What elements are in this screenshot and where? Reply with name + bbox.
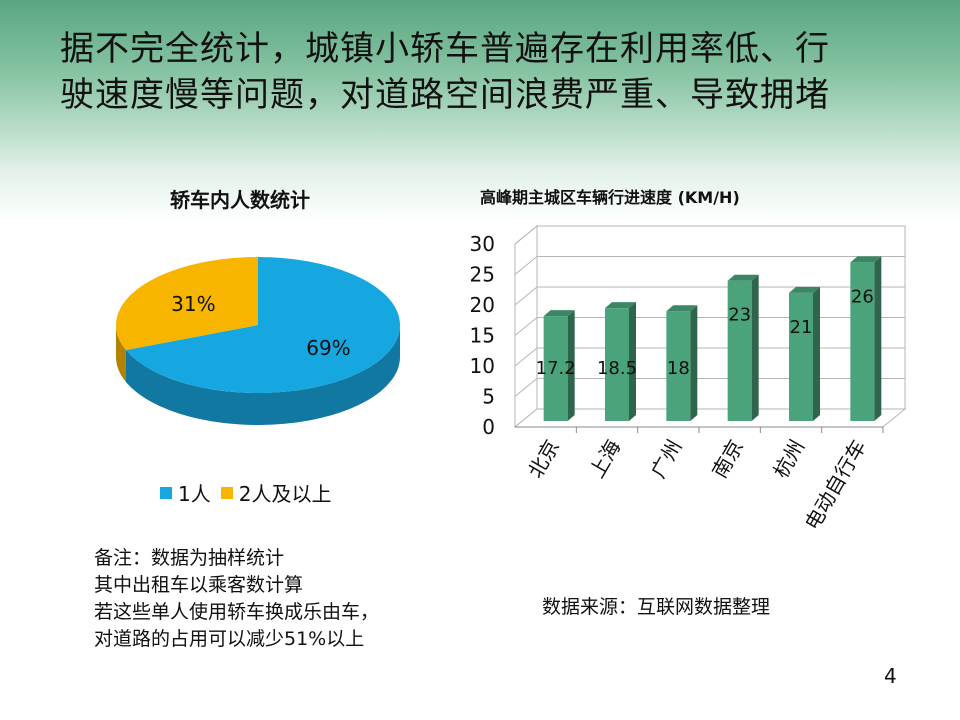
gridline-20 [514,286,905,306]
bar-5 [789,292,813,421]
y-tick-label-20: 20 [470,293,495,317]
bar-side-5 [813,286,820,421]
gridline-30 [514,225,905,245]
note-line-1: 备注：数据为抽样统计 [94,547,285,569]
legend-label-2: 2人及以上 [238,482,332,506]
bar-data-label-1: 17.2 [536,358,576,379]
bar-2 [605,308,629,421]
bar-data-label-2: 18.5 [597,358,637,379]
page-number: 4 [884,664,897,688]
bar-1 [543,316,568,421]
pie-slice-1 [125,257,400,393]
bar-6 [850,262,875,421]
pie-data-label-1: 69% [306,336,350,360]
bar-data-label-5: 21 [790,317,813,338]
bar-top-5 [789,286,820,293]
legend-item-2: 2人及以上 [220,478,332,507]
pie-chart-title: 轿车内人数统计 [170,188,310,212]
x-tick-label-6: 电动自行车 [800,436,871,535]
bar-top-2 [605,302,636,309]
x-tick-label-2: 上海 [585,436,626,483]
x-tick-label-4: 南京 [707,436,748,483]
gridline-15 [514,317,905,336]
pie-data-label-2: 31% [171,292,215,316]
slide-title-line1: 据不完全统计，城镇小轿车普遍存在利用率低、行 [60,29,830,69]
bar-data-label-4: 23 [728,305,751,326]
slide-title: 据不完全统计，城镇小轿车普遍存在利用率低、行 驶速度慢等问题，对道路空间浪费严重… [60,26,940,118]
bar-top-4 [727,274,759,281]
bar-4 [727,280,752,421]
pie-legend: 1人 2人及以上 [160,478,331,507]
x-tick-label-5: 杭州 [769,436,810,483]
data-source: 数据来源：互联网数据整理 [542,596,771,618]
bar-chart-title: 高峰期主城区车辆行进速度 (KM/H) [480,188,740,207]
slide-title-line2: 驶速度慢等问题，对道路空间浪费严重、导致拥堵 [60,75,830,115]
bar-side-3 [690,305,698,421]
gridline-25 [514,256,905,275]
x-tick-label-1: 北京 [523,436,564,483]
bar-top-6 [850,256,882,263]
pie-slice-side-1 [125,325,400,425]
y-tick-label-0: 0 [482,415,495,439]
bar-side-1 [567,310,575,421]
y-tick-label-10: 10 [470,354,495,378]
y-tick-label-5: 5 [482,385,495,409]
legend-swatch-1 [160,486,172,499]
y-tick-label-25: 25 [470,263,495,287]
bar-side-2 [629,302,636,421]
bar-data-label-6: 26 [851,286,874,307]
bar-top-1 [543,310,575,317]
bar-side-4 [751,274,759,421]
pie-slice-side-2 [116,325,126,383]
bar-3 [666,311,691,421]
bar-data-label-3: 18 [667,358,690,379]
note-line-2: 其中出租车以乘客数计算 [94,574,304,596]
legend-item-1: 1人 [160,478,211,507]
note-line-3: 若这些单人使用轿车换成乐由车， [94,601,380,623]
x-tick-label-3: 广州 [646,436,687,483]
y-tick-label-30: 30 [470,232,495,256]
bar-side-6 [874,256,882,421]
y-tick-label-15: 15 [470,324,495,348]
pie-slice-2 [115,257,258,351]
bar-top-3 [666,305,698,312]
legend-label-1: 1人 [178,482,211,506]
gridline-10 [514,347,905,367]
legend-swatch-2 [220,486,233,499]
note-line-4: 对道路的占用可以减少51%以上 [94,628,365,650]
gridline-5 [514,378,905,397]
note-block: 备注：数据为抽样统计 其中出租车以乘客数计算 若这些单人使用轿车换成乐由车， 对… [94,545,379,653]
